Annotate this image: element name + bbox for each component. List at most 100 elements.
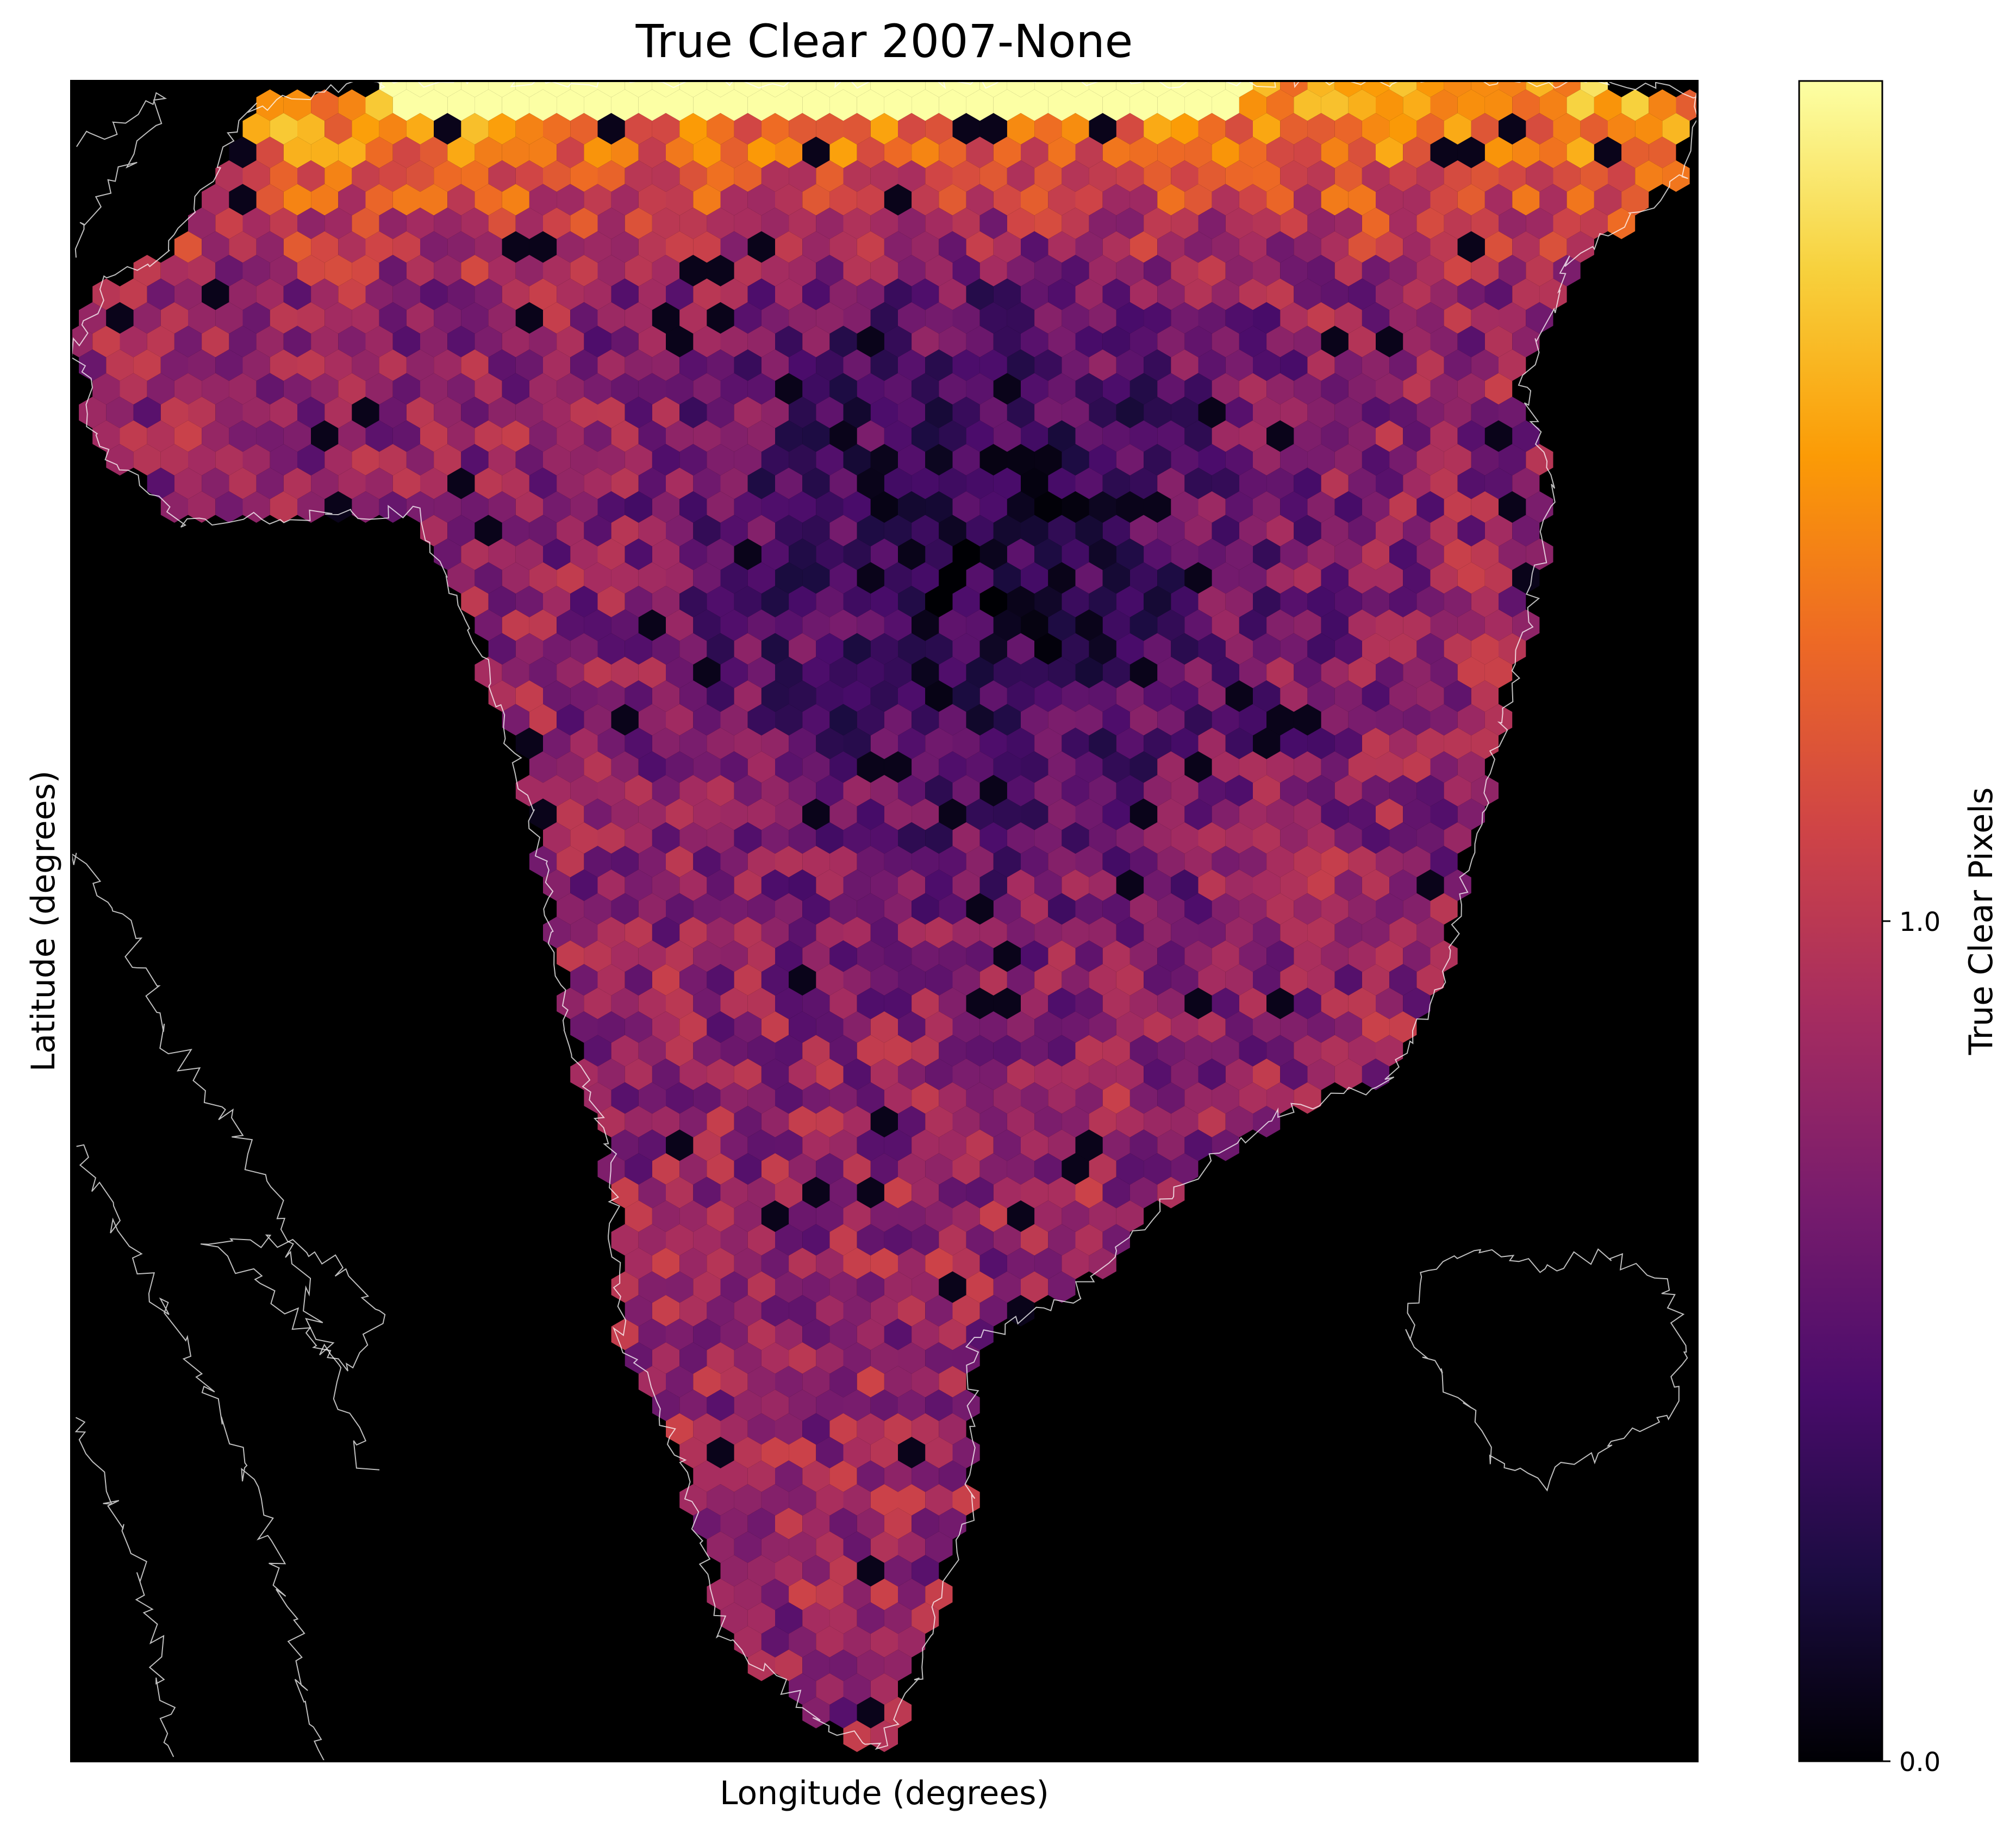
hexbin-cell (966, 231, 994, 263)
hexbin-cell (1048, 562, 1076, 594)
hexbin-cell (92, 326, 120, 358)
hexbin-cell (693, 1318, 721, 1350)
hexbin-cell (857, 846, 884, 878)
hexbin-cell (966, 1224, 994, 1256)
hexbin-cell (365, 278, 393, 310)
hexbin-cell (1212, 940, 1239, 972)
hexbin-cell (625, 775, 652, 806)
hexbin-cell (652, 1200, 680, 1232)
hexbin-cell (857, 987, 884, 1019)
hexbin-cell (734, 1437, 762, 1468)
hexbin-cell (420, 373, 448, 405)
hexbin-cell (761, 208, 789, 239)
hexbin-cell (1225, 775, 1253, 806)
hexbin-cell (625, 208, 652, 239)
hexbin-cell (816, 680, 844, 712)
hexbin-cell (488, 444, 516, 475)
hexbin-cell (1102, 1129, 1130, 1161)
hexbin-cell (1526, 255, 1553, 286)
hexbin-cell (638, 1318, 666, 1350)
hexbin-cell (1321, 184, 1349, 216)
hexbin-cell (870, 1248, 898, 1279)
hexbin-cell (1225, 444, 1253, 475)
hexbin-cell (557, 373, 584, 405)
hexbin-cell (1416, 822, 1444, 854)
hexbin-cell (898, 964, 926, 996)
hexbin-cell (679, 160, 707, 192)
hexbin-cell (1116, 113, 1144, 145)
hexbin-cell (475, 278, 502, 310)
hexbin-cell (1212, 326, 1239, 358)
hexbin-cell (789, 1579, 816, 1610)
hexbin-cell (1334, 633, 1362, 665)
hexbin-cell (857, 1129, 884, 1161)
hexbin-cell (652, 81, 680, 97)
hexbin-cell (884, 1697, 912, 1729)
hexbin-cell (870, 81, 898, 97)
hexbin-cell (1007, 302, 1035, 334)
hexbin-cell (1484, 373, 1513, 405)
hexbin-cell (1253, 728, 1281, 759)
hexbin-cell (734, 160, 762, 192)
hexbin-cell (365, 467, 393, 499)
hexbin-cell (1116, 539, 1144, 570)
hexbin-cell (1225, 822, 1253, 854)
hexbin-cell (611, 231, 639, 263)
hexbin-cell (256, 326, 284, 358)
hexbin-cell (461, 113, 489, 145)
hexbin-cell (802, 467, 830, 499)
hexbin-cell (406, 113, 434, 145)
hexbin-cell (870, 1673, 898, 1705)
hexbin-cell (1266, 1082, 1294, 1114)
hexbin-cell (1007, 775, 1035, 806)
hexbin-cell (857, 798, 884, 830)
hexbin-cell (1212, 278, 1239, 310)
hexbin-cell (1144, 728, 1171, 759)
chart-title: True Clear 2007-None (635, 15, 1133, 68)
hexbin-cell (1253, 775, 1281, 806)
hexbin-cell (1334, 397, 1362, 428)
hexbin-cell (611, 751, 639, 783)
hexbin-cell (747, 987, 775, 1019)
hexbin-cell (870, 539, 898, 570)
hexbin-cell (392, 278, 420, 310)
hexbin-cell (857, 278, 884, 310)
hexbin-cell (747, 1460, 775, 1492)
hexbin-cell (584, 656, 611, 689)
baffin-coastline (76, 1144, 325, 1761)
hexbin-cell (843, 1200, 871, 1232)
hexbin-cell (870, 208, 898, 239)
hexbin-cell (693, 609, 721, 641)
hexbin-cell (324, 491, 352, 523)
hexbin-cell (898, 822, 926, 854)
hexbin-cell (557, 656, 584, 689)
hexbin-cell (297, 349, 325, 381)
hexbin-cell (898, 397, 926, 428)
hexbin-cell (557, 987, 584, 1019)
hexbin-cell (1034, 728, 1062, 759)
hexbin-cell (1376, 656, 1403, 689)
hexbin-cell (939, 184, 966, 216)
hexbin-cell (570, 444, 598, 475)
hexbin-cell (952, 1295, 980, 1327)
hexbin-cell (747, 1366, 775, 1398)
hexbin-cell (1062, 539, 1089, 570)
hexbin-cell (666, 1082, 694, 1114)
hexbin-cell (993, 184, 1021, 216)
hexbin-cell (816, 964, 844, 996)
hexbin-cell (447, 373, 475, 405)
hexbin-cell (1225, 397, 1253, 428)
hexbin-cell (570, 822, 598, 854)
hexbin-cell (1198, 539, 1226, 570)
hexbin-cell (789, 255, 816, 286)
hexbin-cell (939, 1507, 966, 1540)
hexbin-cell (1129, 420, 1158, 452)
hexbin-cell (1348, 987, 1376, 1019)
hexbin-cell (1608, 160, 1636, 192)
hexbin-cell (1430, 231, 1458, 263)
hexbin-cell (1034, 1059, 1062, 1090)
hexbin-cell (1253, 397, 1281, 428)
hexbin-cell (392, 420, 420, 452)
hexbin-cell (816, 1484, 844, 1516)
colorbar-label: True Clear Pixels (1962, 787, 2000, 1056)
